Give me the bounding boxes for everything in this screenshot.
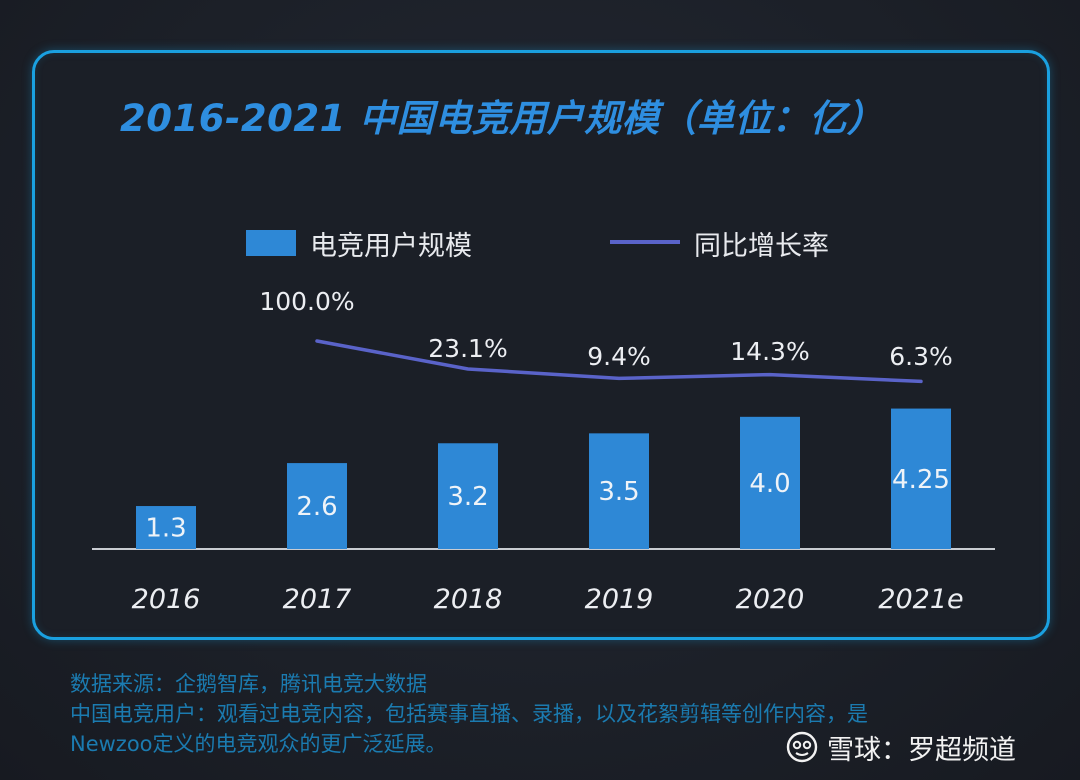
footer-source-note: 数据来源：企鹅智库，腾讯电竞大数据 xyxy=(70,672,427,696)
chart-legend: 电竞用户规模 同比增长率 xyxy=(0,220,1080,264)
growth-rate-label-2020: 14.3% xyxy=(730,337,809,366)
x-tick-label-2020: 2020 xyxy=(736,584,805,615)
x-tick-label-2017: 2017 xyxy=(283,584,352,615)
legend-bar-swatch xyxy=(246,230,296,256)
chart-title: 2016-2021 中国电竞用户规模（单位：亿） xyxy=(120,97,885,140)
x-tick-label-2016: 2016 xyxy=(132,584,201,615)
bar-2021e xyxy=(891,408,951,549)
footer-definition-note-continued: Newzoo定义的电竞观众的更广泛延展。 xyxy=(70,732,447,756)
footer-definition-note: 中国电竞用户：观看过电竞内容，包括赛事直播、录播，以及花絮剪辑等创作内容，是 xyxy=(70,702,868,726)
bar-2018 xyxy=(438,443,498,549)
x-tick-label-2021e: 2021e xyxy=(878,584,963,615)
xueqiu-logo-icon xyxy=(786,731,818,763)
growth-rate-line xyxy=(315,339,923,384)
bar-value-label-2016: 1.3 xyxy=(145,514,186,544)
watermark: 雪球：罗超频道 xyxy=(785,727,1016,767)
watermark-text: 雪球：罗超频道 xyxy=(827,734,1016,766)
legend-line-swatch xyxy=(610,240,680,244)
bar-2019 xyxy=(589,433,649,549)
bar-value-label-2019: 3.5 xyxy=(598,477,639,507)
bar-2020 xyxy=(740,416,800,549)
bar-value-label-2021e: 4.25 xyxy=(892,465,950,495)
x-tick-label-2018: 2018 xyxy=(434,584,503,615)
bar-2016 xyxy=(136,506,196,549)
chart-panel xyxy=(32,50,1050,640)
legend-bar-label: 电竞用户规模 xyxy=(310,231,472,262)
bar-value-label-2020: 4.0 xyxy=(749,469,790,499)
bar-value-label-2018: 3.2 xyxy=(447,482,488,512)
x-tick-label-2019: 2019 xyxy=(585,584,654,615)
growth-rate-label-2017: 100.0% xyxy=(259,287,354,316)
growth-rate-label-2019: 9.4% xyxy=(587,342,651,371)
bar-value-label-2017: 2.6 xyxy=(296,492,337,522)
growth-rate-label-2018: 23.1% xyxy=(428,334,507,363)
growth-rate-label-2021e: 6.3% xyxy=(889,342,953,371)
bar-2017 xyxy=(287,463,347,549)
legend-line-label: 同比增长率 xyxy=(694,231,829,262)
